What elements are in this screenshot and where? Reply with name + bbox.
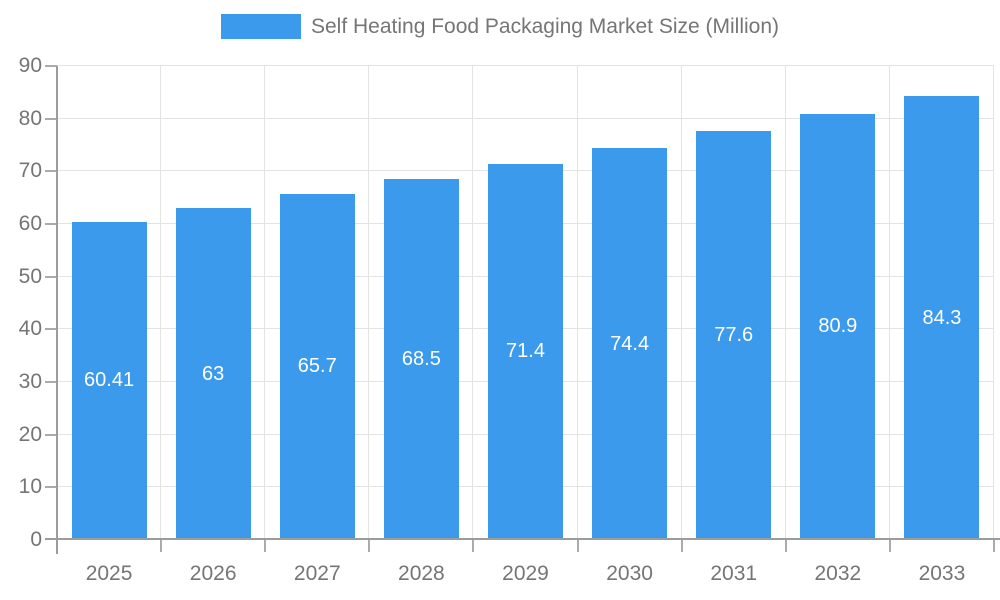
bar-value-label: 71.4 — [506, 340, 545, 363]
y-tick-label: 90 — [18, 54, 42, 77]
bar-2030: 74.4 — [592, 148, 668, 540]
legend-swatch-icon — [220, 14, 301, 39]
y-axis-tick — [45, 433, 57, 436]
bar-2031: 77.6 — [696, 131, 772, 540]
y-axis-tick — [45, 275, 57, 278]
bar-2027: 65.7 — [279, 193, 355, 540]
x-axis-tick — [472, 540, 475, 552]
x-axis-tick — [576, 540, 579, 552]
gridline-vertical — [472, 66, 474, 540]
y-axis-tick — [45, 65, 57, 67]
y-tick-label: 40 — [18, 317, 42, 341]
gridline-vertical — [160, 66, 162, 540]
bar-value-label: 84.3 — [922, 306, 962, 329]
legend[interactable]: Self Heating Food Packaging Market Size … — [0, 14, 1000, 39]
gridline-vertical — [576, 66, 578, 540]
gridline-vertical — [993, 66, 994, 540]
bar-2026: 63 — [175, 208, 251, 540]
bar-value-label: 80.9 — [818, 315, 858, 338]
bar-2025: 60.41 — [71, 221, 147, 540]
x-axis-tick — [264, 540, 267, 552]
bar-value-label: 68.5 — [401, 348, 441, 371]
y-axis-tick — [45, 328, 57, 331]
gridline-vertical — [264, 66, 266, 540]
legend-label: Self Heating Food Packaging Market Size … — [310, 14, 780, 38]
bar-value-label: 60.41 — [84, 369, 135, 392]
x-tick-label-2032: 2032 — [814, 562, 862, 585]
y-axis-tick — [45, 117, 57, 120]
x-axis-tick — [993, 540, 995, 552]
y-axis-tick — [45, 170, 57, 173]
gridline-horizontal — [57, 65, 994, 66]
gridline-horizontal — [57, 117, 994, 119]
x-axis-line — [45, 538, 1000, 540]
x-tick-label-2029: 2029 — [502, 562, 549, 585]
x-axis-tick — [368, 540, 371, 552]
y-axis-line — [56, 66, 58, 554]
x-axis-tick — [888, 540, 891, 552]
y-tick-label: 80 — [18, 106, 42, 130]
y-axis-tick — [45, 223, 57, 225]
x-tick-label-2031: 2031 — [710, 562, 758, 585]
gridline-vertical — [784, 66, 786, 540]
bar-value-label: 63 — [202, 362, 225, 385]
gridline-vertical — [680, 66, 682, 540]
bar-value-label: 77.6 — [714, 324, 754, 347]
bar-2033: 84.3 — [904, 96, 980, 540]
x-axis-tick — [784, 540, 787, 552]
x-tick-label-2033: 2033 — [918, 562, 966, 585]
x-tick-label-2027: 2027 — [293, 562, 341, 585]
y-axis-tick — [45, 486, 57, 489]
y-tick-label: 70 — [18, 159, 42, 183]
bar-2028: 68.5 — [383, 179, 459, 540]
y-tick-label: 0 — [30, 528, 42, 551]
bar-value-label: 74.4 — [610, 332, 650, 355]
bar-2029: 71.4 — [488, 163, 563, 540]
x-tick-label-2025: 2025 — [85, 562, 133, 585]
y-tick-label: 30 — [18, 370, 42, 393]
y-tick-label: 20 — [18, 422, 42, 446]
bar-2032: 80.9 — [800, 113, 876, 540]
x-tick-label-2026: 2026 — [189, 562, 237, 585]
gridline-vertical — [888, 66, 890, 540]
gridline-vertical — [368, 66, 370, 540]
y-tick-label: 50 — [18, 264, 42, 288]
x-axis-tick — [680, 540, 683, 552]
bar-value-label: 65.7 — [297, 355, 337, 378]
y-tick-label: 10 — [18, 475, 42, 499]
x-tick-label-2030: 2030 — [606, 562, 653, 585]
y-tick-label: 60 — [18, 212, 42, 235]
x-tick-label-2028: 2028 — [398, 562, 445, 585]
x-axis-tick — [160, 540, 163, 552]
y-axis-tick — [45, 381, 57, 383]
